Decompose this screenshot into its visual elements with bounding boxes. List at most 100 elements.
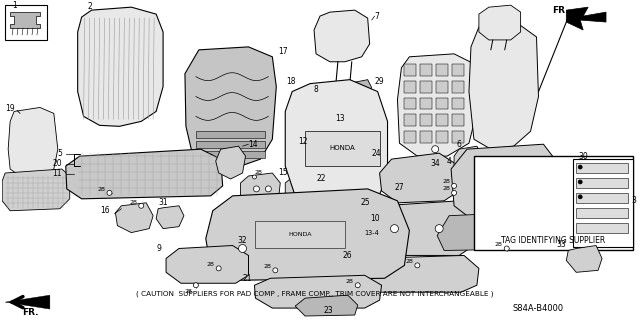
Text: 28: 28 bbox=[264, 264, 271, 269]
Bar bbox=[420, 98, 432, 109]
Text: 30: 30 bbox=[578, 152, 588, 161]
Bar bbox=[420, 81, 432, 93]
Bar bbox=[404, 64, 417, 76]
Bar bbox=[420, 115, 432, 126]
Polygon shape bbox=[437, 211, 563, 250]
Text: 6: 6 bbox=[456, 140, 461, 149]
Text: 23: 23 bbox=[323, 306, 333, 315]
Polygon shape bbox=[255, 275, 381, 308]
Text: FR.: FR. bbox=[552, 6, 568, 15]
Text: 24: 24 bbox=[372, 149, 381, 158]
Bar bbox=[305, 131, 380, 166]
Text: 29: 29 bbox=[374, 77, 384, 86]
Polygon shape bbox=[310, 137, 336, 157]
Text: 20: 20 bbox=[52, 159, 62, 167]
Bar bbox=[452, 64, 464, 76]
Text: FR.: FR. bbox=[22, 308, 38, 316]
Text: 27: 27 bbox=[394, 183, 404, 192]
Polygon shape bbox=[5, 295, 50, 309]
Text: 2: 2 bbox=[87, 2, 92, 11]
Circle shape bbox=[107, 190, 112, 195]
Polygon shape bbox=[66, 149, 223, 199]
Polygon shape bbox=[10, 12, 40, 28]
Bar bbox=[576, 163, 628, 173]
Text: 28: 28 bbox=[442, 186, 450, 191]
Circle shape bbox=[504, 246, 509, 251]
Polygon shape bbox=[295, 295, 358, 316]
Text: 22: 22 bbox=[316, 174, 326, 183]
Bar bbox=[436, 64, 448, 76]
Text: TAG IDENTIFYING SUPPLIER: TAG IDENTIFYING SUPPLIER bbox=[501, 236, 605, 245]
Bar bbox=[420, 131, 432, 143]
Circle shape bbox=[239, 245, 246, 252]
Text: 17: 17 bbox=[278, 47, 288, 56]
Text: 28: 28 bbox=[255, 169, 262, 174]
Circle shape bbox=[273, 268, 278, 273]
Text: 14: 14 bbox=[248, 140, 258, 149]
Circle shape bbox=[390, 225, 399, 233]
Text: 28: 28 bbox=[442, 180, 450, 184]
Text: 4: 4 bbox=[447, 157, 452, 166]
Circle shape bbox=[193, 283, 198, 288]
Bar bbox=[452, 115, 464, 126]
Text: 21: 21 bbox=[243, 274, 252, 283]
Circle shape bbox=[415, 263, 420, 268]
Bar bbox=[576, 193, 628, 203]
Circle shape bbox=[253, 186, 259, 192]
Polygon shape bbox=[469, 24, 538, 149]
Bar bbox=[436, 131, 448, 143]
Text: 25: 25 bbox=[360, 198, 370, 207]
Text: 5: 5 bbox=[57, 149, 62, 158]
Polygon shape bbox=[185, 47, 276, 166]
Bar bbox=[404, 98, 417, 109]
Text: 28: 28 bbox=[97, 187, 106, 192]
Bar bbox=[452, 98, 464, 109]
Bar bbox=[452, 131, 464, 143]
Circle shape bbox=[139, 203, 144, 208]
Text: 18: 18 bbox=[287, 77, 296, 86]
Text: 7: 7 bbox=[374, 11, 380, 21]
Circle shape bbox=[432, 146, 438, 153]
Bar bbox=[576, 178, 628, 188]
Circle shape bbox=[578, 195, 582, 199]
Text: 15: 15 bbox=[278, 167, 288, 176]
Polygon shape bbox=[241, 173, 280, 209]
Bar bbox=[404, 131, 417, 143]
Polygon shape bbox=[285, 80, 388, 206]
Text: 33: 33 bbox=[557, 240, 566, 249]
Polygon shape bbox=[320, 119, 338, 138]
Bar bbox=[255, 221, 345, 249]
Bar bbox=[436, 98, 448, 109]
Text: 13: 13 bbox=[335, 114, 344, 123]
Polygon shape bbox=[2, 169, 70, 211]
Text: 10: 10 bbox=[370, 214, 380, 223]
Text: 16: 16 bbox=[100, 206, 109, 215]
Polygon shape bbox=[77, 7, 163, 126]
Polygon shape bbox=[566, 7, 606, 30]
Text: 9: 9 bbox=[156, 244, 161, 253]
Bar bbox=[5, 5, 47, 40]
Text: 31: 31 bbox=[158, 198, 168, 207]
Text: 28: 28 bbox=[207, 262, 214, 267]
Bar bbox=[576, 208, 628, 218]
Circle shape bbox=[578, 180, 582, 184]
Text: 12: 12 bbox=[299, 137, 308, 146]
Text: 28: 28 bbox=[129, 200, 137, 205]
Polygon shape bbox=[166, 246, 248, 283]
Bar bbox=[573, 159, 633, 247]
Text: 26: 26 bbox=[342, 251, 352, 260]
Polygon shape bbox=[115, 203, 153, 233]
Polygon shape bbox=[206, 189, 410, 280]
Polygon shape bbox=[566, 246, 602, 272]
Bar bbox=[576, 223, 628, 233]
Bar bbox=[474, 156, 633, 250]
Text: 28: 28 bbox=[406, 259, 413, 264]
Circle shape bbox=[452, 183, 456, 189]
Polygon shape bbox=[454, 146, 484, 179]
Bar bbox=[404, 81, 417, 93]
Text: HONDA: HONDA bbox=[329, 145, 355, 151]
Polygon shape bbox=[8, 108, 58, 176]
Circle shape bbox=[452, 190, 456, 195]
Text: 11: 11 bbox=[52, 168, 62, 177]
Bar bbox=[404, 115, 417, 126]
